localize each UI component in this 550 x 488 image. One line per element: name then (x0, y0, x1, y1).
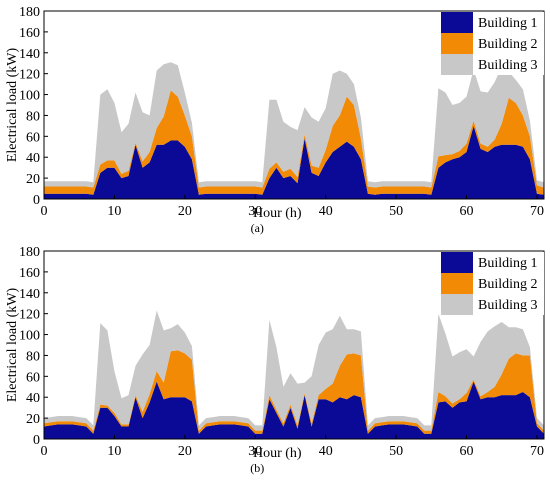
area-series-3 (44, 310, 544, 431)
y-tick-label: 120 (19, 308, 40, 323)
x-tick-label: 70 (530, 444, 544, 459)
x-tick-label: 60 (460, 444, 474, 459)
y-tick-label: 0 (33, 193, 40, 208)
y-axis-label: Electrical load (kW) (5, 288, 20, 403)
y-tick-label: 80 (26, 349, 40, 364)
y-tick-label: 20 (26, 172, 40, 187)
axes-frame (43, 10, 545, 200)
y-tick-label: 120 (19, 68, 40, 83)
x-tick-label: 40 (319, 444, 333, 459)
y-tick-label: 60 (26, 370, 40, 385)
legend-swatch (441, 54, 473, 75)
axes-frame (43, 250, 545, 440)
legend-label: Building 2 (478, 37, 538, 52)
x-axis-label: Hour (h) (253, 446, 302, 461)
y-tick-label: 40 (26, 151, 40, 166)
panel-caption: (b) (250, 461, 264, 475)
y-tick-label: 160 (19, 266, 40, 281)
x-tick-label: 20 (178, 204, 192, 219)
legend-label: Building 1 (478, 256, 538, 271)
y-tick-label: 80 (26, 109, 40, 124)
area-series-1 (44, 125, 544, 199)
area-series-1 (44, 381, 544, 439)
legend-swatch (441, 252, 473, 273)
area-series-2 (44, 350, 544, 434)
y-tick-label: 140 (19, 287, 40, 302)
y-tick-label: 140 (19, 47, 40, 62)
y-tick-label: 40 (26, 391, 40, 406)
y-tick-label: 180 (19, 245, 40, 260)
x-tick-label: 30 (248, 444, 262, 459)
y-tick-label: 100 (19, 329, 40, 344)
legend-label: Building 1 (478, 16, 538, 31)
x-tick-label: 10 (107, 444, 121, 459)
y-tick-label: 160 (19, 26, 40, 41)
x-tick-label: 50 (389, 204, 403, 219)
x-tick-label: 40 (319, 204, 333, 219)
y-tick-label: 100 (19, 89, 40, 104)
legend-label: Building 3 (478, 298, 538, 313)
x-tick-label: 0 (41, 204, 48, 219)
y-tick-label: 20 (26, 412, 40, 427)
x-tick-label: 0 (41, 444, 48, 459)
x-axis-label: Hour (h) (253, 206, 302, 221)
y-axis-label: Electrical load (kW) (5, 48, 20, 163)
y-tick-label: 180 (19, 5, 40, 20)
x-tick-label: 60 (460, 204, 474, 219)
legend-swatch (441, 33, 473, 54)
area-series-3 (44, 62, 544, 188)
x-tick-label: 20 (178, 444, 192, 459)
legend-label: Building 3 (478, 58, 538, 73)
legend-swatch (441, 273, 473, 294)
x-tick-label: 30 (248, 204, 262, 219)
legend-swatch (441, 12, 473, 33)
legend-swatch (441, 294, 473, 315)
y-tick-label: 0 (33, 433, 40, 448)
y-tick-label: 60 (26, 130, 40, 145)
x-tick-label: 50 (389, 444, 403, 459)
x-tick-label: 10 (107, 204, 121, 219)
area-series-2 (44, 90, 544, 195)
legend-label: Building 2 (478, 277, 538, 292)
panel-caption: (a) (251, 221, 264, 235)
x-tick-label: 70 (530, 204, 544, 219)
